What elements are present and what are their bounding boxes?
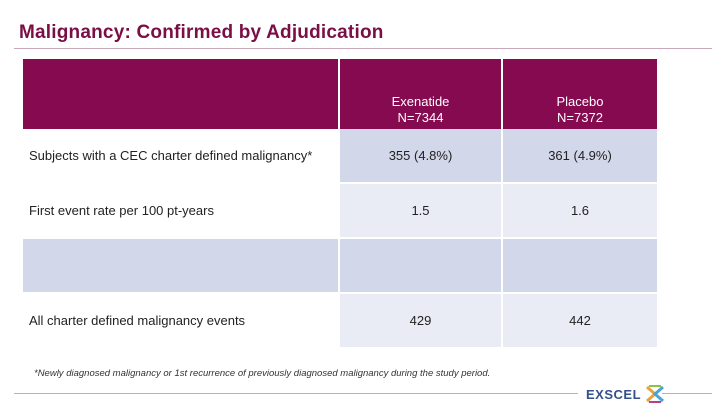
row-label (23, 239, 338, 292)
header-exenatide-n: N=7344 (397, 110, 444, 125)
exscel-logo: EXSCEL (586, 384, 666, 404)
top-divider (14, 48, 712, 49)
row-value-placebo: 442 (503, 294, 657, 347)
row-label: Subjects with a CEC charter defined mali… (29, 148, 313, 163)
row-label: First event rate per 100 pt-years (29, 203, 214, 218)
footnote: *Newly diagnosed malignancy or 1st recur… (34, 368, 491, 379)
bottom-divider-right (662, 393, 712, 394)
row-value-placebo: 361 (4.9%) (503, 129, 657, 182)
row-value-placebo: 1.6 (503, 184, 657, 237)
table-row: First event rate per 100 pt-years 1.5 1.… (23, 184, 657, 237)
header-cell-placebo: Placebo N=7372 (503, 59, 657, 129)
row-value-placebo (503, 239, 657, 292)
logo-mark-icon (646, 385, 665, 403)
malignancy-table: Exenatide N=7344 Placebo N=7372 Subjects… (23, 59, 657, 347)
header-cell-blank (23, 59, 338, 129)
header-placebo-name: Placebo (556, 94, 604, 109)
bottom-divider (14, 393, 578, 394)
header-cell-exenatide: Exenatide N=7344 (340, 59, 501, 129)
header-exenatide-name: Exenatide (391, 94, 450, 109)
header-placebo-n: N=7372 (557, 110, 603, 125)
row-value-exenatide: 429 (340, 294, 501, 347)
slide-title: Malignancy: Confirmed by Adjudication (19, 22, 384, 43)
table-header-row: Exenatide N=7344 Placebo N=7372 (23, 59, 657, 129)
row-label: All charter defined malignancy events (29, 313, 246, 328)
row-value-exenatide: 1.5 (340, 184, 501, 237)
logo-text: EXSCEL (586, 386, 642, 402)
table-row: Subjects with a CEC charter defined mali… (23, 129, 657, 182)
table-row: All charter defined malignancy events 42… (23, 294, 657, 347)
row-value-exenatide (340, 239, 501, 292)
table-row (23, 239, 657, 292)
row-value-exenatide: 355 (4.8%) (340, 129, 501, 182)
